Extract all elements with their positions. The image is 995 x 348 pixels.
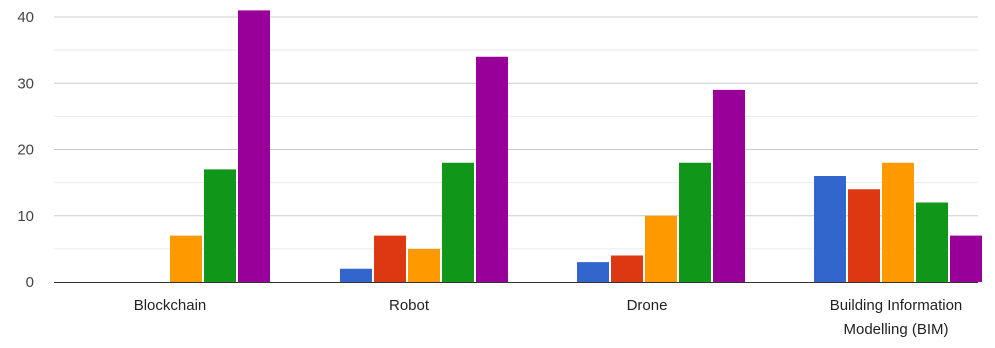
- bar: [408, 248, 440, 282]
- bar: [645, 215, 677, 282]
- bar: [476, 56, 508, 282]
- bar: [340, 268, 372, 282]
- category-label: Robot: [389, 297, 430, 314]
- bar: [950, 235, 982, 282]
- y-tick-label: 0: [26, 274, 34, 291]
- bar: [713, 89, 745, 282]
- bar: [238, 10, 270, 282]
- y-tick-label: 20: [17, 142, 34, 159]
- y-tick-label: 40: [17, 9, 34, 26]
- bar: [882, 162, 914, 282]
- bar: [916, 202, 948, 282]
- bar: [679, 162, 711, 282]
- category-label: Building Information: [830, 297, 963, 314]
- bar: [374, 235, 406, 282]
- bar: [442, 162, 474, 282]
- category-label: Drone: [627, 297, 668, 314]
- bar: [611, 255, 643, 282]
- bar: [577, 262, 609, 282]
- y-tick-label: 30: [17, 75, 34, 92]
- category-label: Blockchain: [134, 297, 207, 314]
- bar: [204, 169, 236, 282]
- y-tick-label: 10: [17, 208, 34, 225]
- bar: [848, 189, 880, 282]
- bar: [814, 176, 846, 282]
- category-label: Modelling (BIM): [843, 321, 948, 338]
- bar: [170, 235, 202, 282]
